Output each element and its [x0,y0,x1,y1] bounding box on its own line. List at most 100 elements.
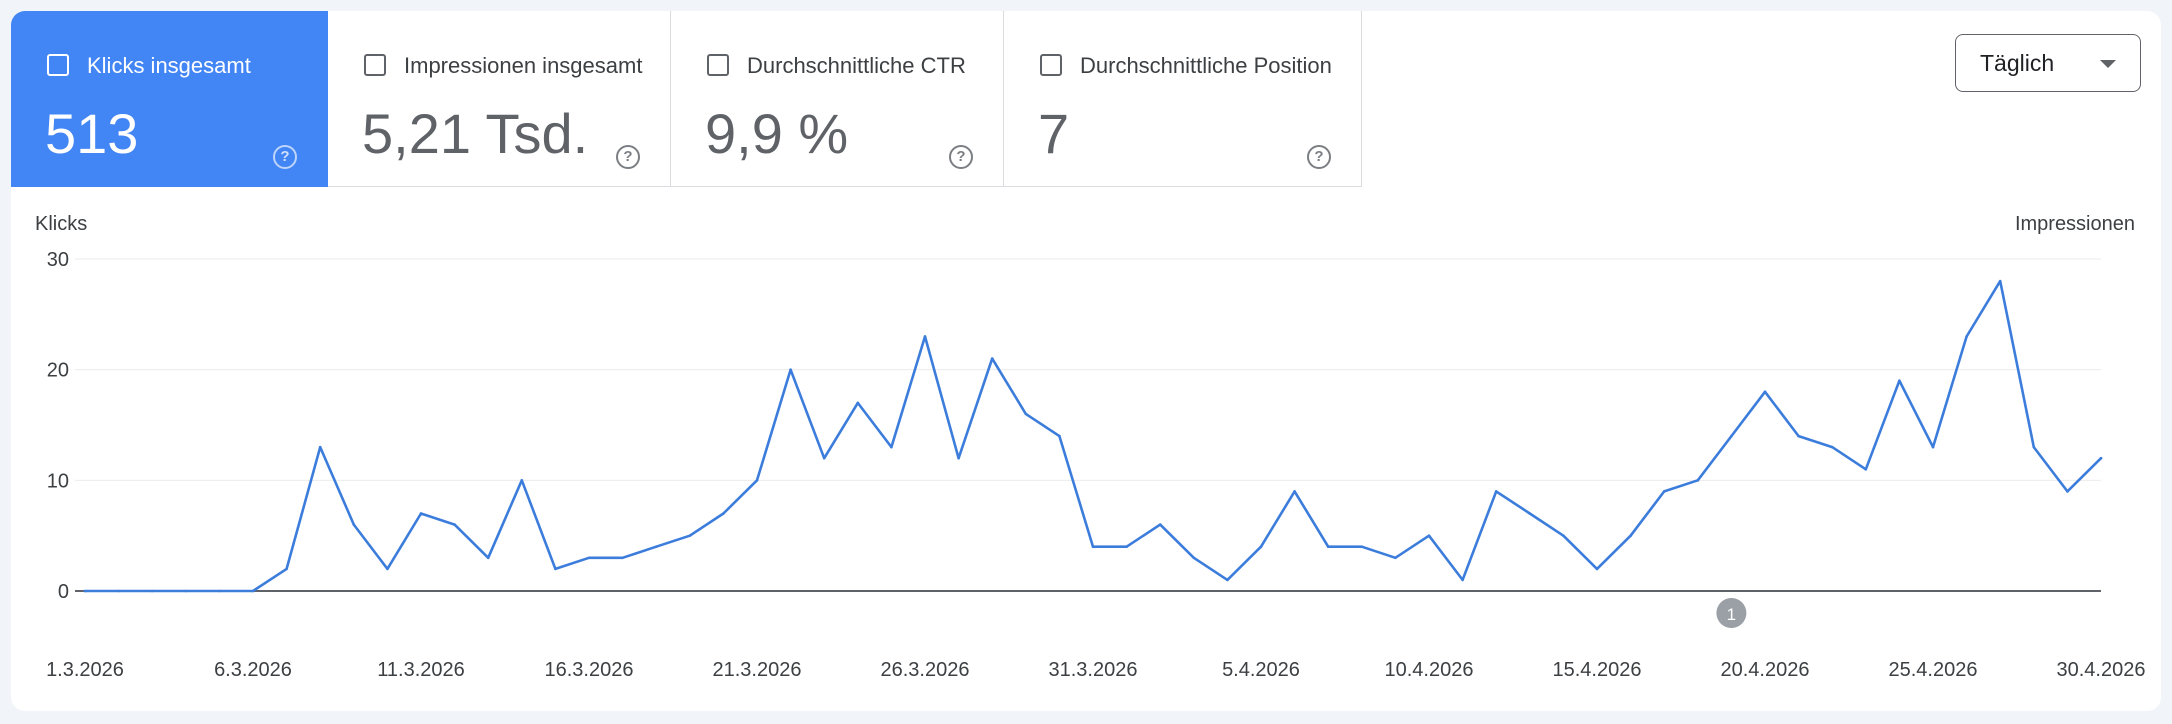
data-point [318,445,322,449]
data-point [117,589,120,593]
data-point [1192,556,1196,560]
data-point [218,589,221,593]
data-point [1158,523,1162,526]
data-point [789,368,792,371]
performance-card: Klicks insgesamt 513 ? Impressionen insg… [11,11,2161,711]
data-point [2032,445,2036,449]
grid-lines [75,258,2101,592]
y-tick-label: 30 [47,249,69,271]
data-point [1629,534,1632,537]
help-icon[interactable]: ? [273,145,297,169]
data-point [1024,412,1028,416]
x-tick-label: 11.3.2026 [377,659,465,681]
x-tick-label: 26.3.2026 [881,659,970,681]
x-tick-label: 25.4.2026 [1889,659,1978,681]
y-axis-right-label: Impressionen [2015,213,2135,235]
data-point [386,567,389,571]
period-dropdown[interactable]: Täglich [1955,34,2141,92]
checkbox-position[interactable] [1040,54,1062,76]
metric-value: 513 [45,102,139,165]
data-point [1360,545,1364,549]
metric-tab-position[interactable]: Durchschnittliche Position 7 ? [1004,11,1362,187]
data-point [1091,545,1095,549]
data-point [2099,456,2103,460]
data-point [1730,434,1733,438]
data-point [453,523,456,526]
data-point [957,456,960,460]
metric-label: Klicks insgesamt [87,53,251,78]
metric-label: Impressionen insgesamt [404,53,643,78]
y-tick-label: 20 [47,360,69,382]
y-tick-labels: 0 10 20 30 [47,249,69,603]
metric-tab-clicks[interactable]: Klicks insgesamt 513 ? [11,11,328,187]
data-point [1326,545,1330,549]
data-point [554,567,557,571]
metric-label: Durchschnittliche CTR [747,53,966,78]
checkbox-impressions[interactable] [364,54,386,76]
data-points [83,279,2103,593]
annotation-marker [1716,598,1747,628]
data-point [990,357,994,360]
y-tick-label: 0 [58,581,69,603]
metric-value: 7 [1038,102,1070,165]
x-tick-label: 31.3.2026 [1049,659,1138,681]
annotation-label: 1 [1727,605,1736,624]
data-point [621,556,624,560]
metric-tabs: Klicks insgesamt 513 ? Impressionen insg… [11,11,1362,187]
data-point [1998,279,2002,283]
x-tick-label: 20.4.2026 [1721,659,1810,681]
data-point [1595,567,1599,571]
data-point [722,512,725,515]
data-point [1259,545,1263,549]
metric-value: 5,21 Tsd. [362,102,589,165]
help-icon[interactable]: ? [1307,145,1331,169]
data-point [1797,434,1800,438]
x-tick-label: 5.4.2026 [1222,659,1300,681]
x-tick-label: 16.3.2026 [545,659,634,681]
data-point [1965,335,1968,338]
data-point [1494,490,1498,493]
data-point [150,589,154,593]
x-tick-label: 15.4.2026 [1553,659,1642,681]
caret-down-icon [2100,60,2116,68]
data-point [1293,490,1296,493]
metric-value: 9,9 % [705,102,849,165]
metric-tab-ctr[interactable]: Durchschnittliche CTR 9,9 % ? [671,11,1004,187]
data-point [1696,479,1700,482]
data-point [1931,445,1935,449]
data-point [83,589,87,593]
data-point [822,456,826,460]
help-icon[interactable]: ? [949,145,973,169]
metric-label: Durchschnittliche Position [1080,53,1332,78]
annotations: 1 [1716,598,1747,628]
data-point [654,545,658,549]
x-tick-label: 1.3.2026 [46,659,124,681]
data-point [1662,490,1666,493]
data-point [1562,534,1565,537]
data-point [1864,467,1868,471]
checkbox-ctr[interactable] [707,54,729,76]
data-point [856,401,860,405]
help-icon[interactable]: ? [616,145,640,169]
data-point [1898,379,1901,383]
data-point [285,567,288,571]
x-tick-labels: 1.3.2026 6.3.2026 11.3.2026 16.3.2026 21.3.2… [46,659,2145,681]
data-point [755,479,759,482]
data-point [486,556,490,560]
data-point [520,479,524,482]
data-point [1763,390,1767,394]
data-point [890,445,893,449]
clicks-line-chart: Klicks Impressionen 0 10 20 30 1.3.2026 6.3.… [35,213,2145,681]
x-tick-label: 30.4.2026 [2057,659,2146,681]
data-point [1427,534,1431,537]
metric-tab-impressions[interactable]: Impressionen insgesamt 5,21 Tsd. ? [328,11,671,187]
data-point [1830,445,1834,449]
checkbox-clicks[interactable] [47,54,69,76]
data-point [688,534,692,537]
data-point [1528,512,1532,515]
x-tick-label: 10.4.2026 [1385,659,1474,681]
data-point [1226,578,1229,582]
data-point [251,589,255,593]
x-tick-label: 21.3.2026 [713,659,802,681]
data-point [1125,545,1128,549]
